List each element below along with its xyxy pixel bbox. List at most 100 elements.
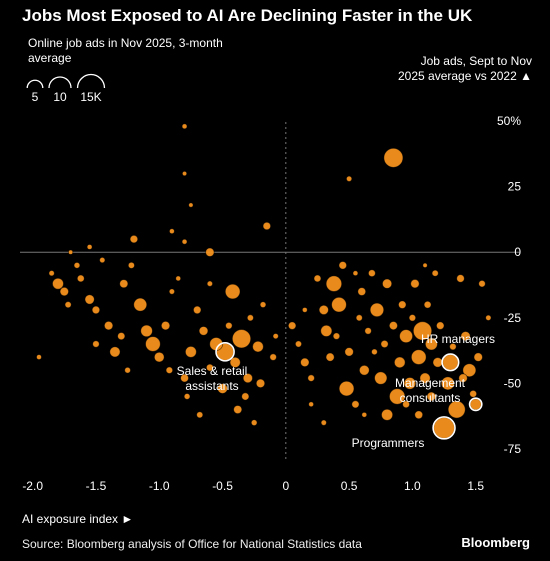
data-point xyxy=(99,256,106,264)
data-point xyxy=(181,170,188,177)
annotation-label: assistants xyxy=(185,379,238,393)
data-point xyxy=(169,228,175,235)
data-point xyxy=(358,364,370,376)
data-point xyxy=(59,286,69,297)
data-point xyxy=(92,340,100,348)
data-point xyxy=(124,366,131,374)
chart-title: Jobs Most Exposed to AI Are Declining Fa… xyxy=(22,6,473,25)
data-point xyxy=(181,238,188,245)
annotation-label: HR managers xyxy=(421,332,495,346)
data-point xyxy=(165,366,174,374)
data-point xyxy=(262,221,272,231)
data-point xyxy=(64,301,72,309)
data-point xyxy=(183,393,191,400)
data-point xyxy=(431,269,439,277)
data-point xyxy=(127,261,135,269)
data-point xyxy=(473,352,483,362)
data-point xyxy=(188,202,194,208)
data-point xyxy=(48,270,55,277)
data-point xyxy=(325,352,335,362)
data-point xyxy=(168,288,175,295)
data-point xyxy=(424,337,438,351)
data-point xyxy=(301,307,308,313)
size-legend-label: 5 xyxy=(32,90,39,104)
data-point xyxy=(198,326,209,336)
data-point xyxy=(332,332,341,340)
data-point xyxy=(229,356,241,368)
data-point xyxy=(252,340,264,353)
highlight-ring xyxy=(215,342,235,362)
annotation-label: consultants xyxy=(400,391,461,405)
data-point xyxy=(184,345,197,358)
y-axis-arrow-icon: ▲ xyxy=(520,69,532,83)
data-point xyxy=(460,331,471,342)
data-point xyxy=(175,275,182,282)
data-point xyxy=(371,348,378,356)
data-point xyxy=(331,296,347,313)
data-point xyxy=(320,419,327,426)
y-tick-label: 50% xyxy=(497,114,521,128)
data-point xyxy=(403,377,417,390)
data-point xyxy=(255,378,266,388)
y-axis-legend-label: Job ads, Sept to Nov 2025 average vs 202… xyxy=(398,54,532,83)
data-point xyxy=(246,314,254,322)
data-point xyxy=(259,301,267,308)
data-point xyxy=(181,123,188,130)
data-point xyxy=(129,234,139,244)
data-point xyxy=(318,304,329,315)
data-point xyxy=(456,274,465,283)
data-point xyxy=(76,274,85,283)
size-legend-label: 10 xyxy=(53,90,67,104)
source-note: Source: Bloomberg analysis of Office for… xyxy=(22,537,362,551)
data-point xyxy=(313,274,322,283)
data-point xyxy=(432,357,443,368)
data-point xyxy=(398,300,407,309)
data-point xyxy=(364,327,372,335)
annotation-label: Sales & retail xyxy=(177,364,248,378)
x-tick-label: 0.5 xyxy=(341,479,358,493)
data-point xyxy=(73,262,81,269)
data-point xyxy=(380,339,389,349)
data-point xyxy=(422,262,428,268)
data-point xyxy=(368,269,376,278)
size-legend-label: 15K xyxy=(80,90,101,104)
data-point xyxy=(180,373,189,383)
data-point xyxy=(109,346,121,358)
highlighted-points xyxy=(215,342,483,440)
x-tick-label: 0 xyxy=(282,479,289,493)
data-points xyxy=(36,123,492,439)
data-point xyxy=(393,356,406,369)
y-tick-label: 0 xyxy=(514,245,521,259)
data-point xyxy=(287,321,297,330)
data-point xyxy=(382,278,393,289)
x-tick-label: 1.5 xyxy=(467,479,484,493)
annotation-label: Management xyxy=(395,376,466,390)
data-point xyxy=(426,391,437,402)
x-tick-label: -1.0 xyxy=(149,479,170,493)
data-point xyxy=(242,373,253,384)
data-point xyxy=(119,279,129,289)
data-point xyxy=(388,321,398,331)
data-point xyxy=(469,389,478,398)
brand-logo: Bloomberg xyxy=(461,535,530,550)
data-point xyxy=(52,277,64,290)
data-point xyxy=(440,376,455,391)
data-point xyxy=(485,314,492,321)
data-point xyxy=(462,363,477,378)
data-point xyxy=(369,302,385,318)
data-point xyxy=(449,342,457,351)
data-point xyxy=(458,373,468,383)
data-point xyxy=(103,320,114,331)
x-axis-label-text: AI exposure index xyxy=(22,512,119,526)
data-point xyxy=(91,305,101,315)
data-point xyxy=(84,294,95,305)
x-tick-label: -1.5 xyxy=(86,479,107,493)
y-tick-label: 25 xyxy=(508,180,522,194)
data-point xyxy=(36,354,42,360)
size-legend-bubble xyxy=(26,79,44,89)
highlight-ring xyxy=(432,416,456,440)
data-point xyxy=(352,270,359,277)
data-point xyxy=(205,247,215,257)
data-point xyxy=(217,383,228,394)
